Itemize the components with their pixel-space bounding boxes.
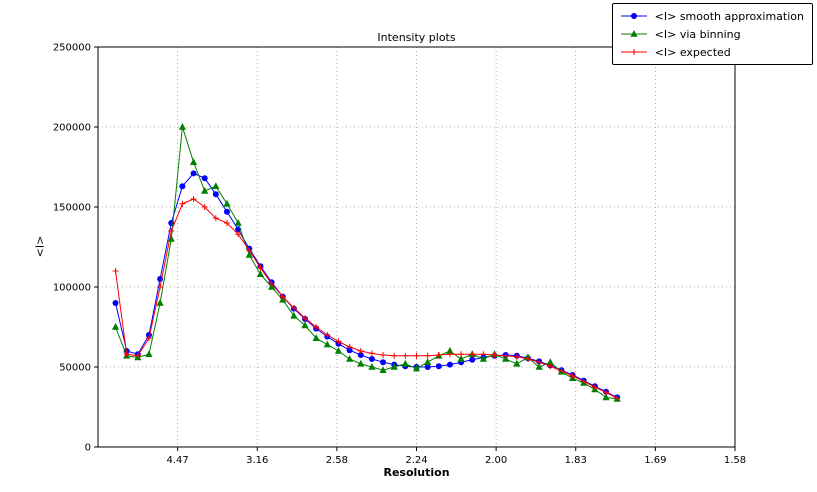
legend-label: <I> smooth approximation [654, 9, 804, 23]
legend-label: <I> via binning [654, 27, 741, 41]
x-tick-label: 3.16 [246, 455, 268, 466]
chart-title: Intensity plots [377, 31, 456, 44]
legend-item: <I> via binning [619, 26, 804, 42]
legend: <I> smooth approximation <I> via binning… [611, 3, 813, 65]
x-tick-label: 2.00 [485, 455, 507, 466]
legend-label: <I> expected [654, 45, 731, 59]
y-tick-label: 50000 [59, 363, 91, 374]
y-tick-label: 150000 [53, 203, 91, 214]
legend-marker-triangle-icon [620, 30, 647, 37]
x-tick-label: 4.47 [166, 455, 188, 466]
legend-marker-circle-icon [620, 13, 647, 19]
plot-frame [97, 46, 736, 448]
x-axis-label: Resolution [383, 466, 450, 479]
y-tick-label: 250000 [53, 43, 91, 54]
legend-marker-plus-icon [620, 49, 647, 55]
legend-item: <I> smooth approximation [619, 8, 804, 24]
x-tick-label: 1.83 [565, 455, 587, 466]
legend-item: <I> expected [619, 44, 804, 60]
y-tick-label: 0 [85, 443, 91, 454]
series-1 [111, 123, 621, 402]
y-tick-label: 100000 [53, 283, 91, 294]
series-2 [112, 196, 621, 402]
x-tick-label: 2.24 [405, 455, 427, 466]
x-tick-label: 2.58 [326, 455, 348, 466]
x-tick-label: 1.58 [724, 455, 746, 466]
x-tick-label: 1.69 [644, 455, 666, 466]
y-axis-label: <I> [33, 235, 47, 258]
y-tick-label: 200000 [53, 123, 91, 134]
